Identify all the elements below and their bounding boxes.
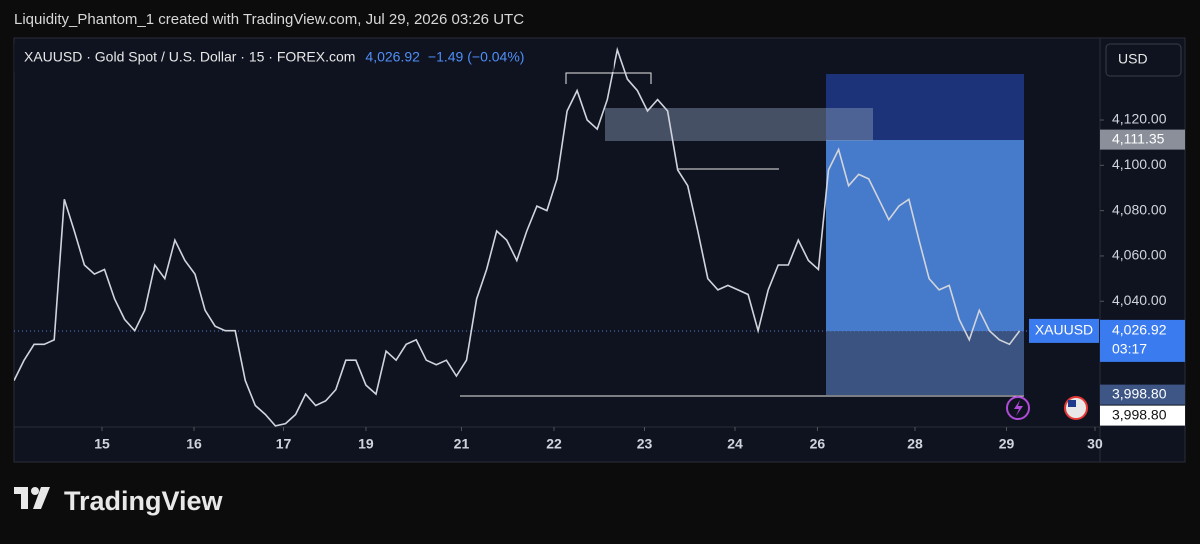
currency[interactable]: USD	[1118, 51, 1148, 67]
legend-backdrop	[14, 44, 614, 72]
x-tick-label: 29	[999, 436, 1015, 452]
price-label: 4,111.35	[1112, 130, 1165, 146]
y-tick-label: 4,100.00	[1112, 156, 1167, 172]
last-price-label: 4,026.92	[1112, 322, 1167, 338]
x-tick-label: 24	[727, 436, 743, 452]
series-layer: 4,040.00 4,060.00 4,080.00 4,100.00 4,120.00…	[14, 46, 1185, 452]
x-tick-label: 30	[1087, 436, 1103, 452]
range-marker	[565, 72, 652, 84]
x-tick-label: 23	[637, 436, 653, 452]
drawings	[14, 72, 1100, 397]
lightning-icon	[1014, 400, 1023, 416]
price-line	[14, 46, 1021, 427]
price-label-box	[1100, 405, 1185, 426]
price-label-box	[1100, 129, 1185, 150]
brand: TradingView	[64, 486, 224, 516]
attribution: Liquidity_Phantom_1 created with Trading…	[14, 11, 524, 28]
x-tick-label: 22	[546, 436, 562, 452]
event-icon[interactable]	[1006, 396, 1030, 420]
last-price-box	[1100, 319, 1185, 362]
countdown: 03:17	[1112, 341, 1147, 357]
y-tick-label: 4,080.00	[1112, 201, 1167, 217]
x-tick-label: 19	[358, 436, 374, 452]
legend-change: −1.49 (−0.04%)	[428, 49, 525, 65]
x-tick-label: 21	[454, 436, 470, 452]
price-label: 3,998.80	[1112, 385, 1167, 401]
entry-zone	[826, 331, 1024, 395]
y-tick-label: 4,060.00	[1112, 247, 1167, 263]
y-tick-label: 4,040.00	[1112, 292, 1167, 308]
symbol-box	[1029, 318, 1099, 343]
y-tick-label: 4,120.00	[1112, 111, 1167, 127]
flag-canton	[1068, 400, 1076, 407]
x-tick-label: 17	[276, 436, 292, 452]
profit-zone	[826, 140, 1024, 331]
target-zone	[826, 74, 1024, 140]
price-label: 3,998.80	[1112, 406, 1167, 422]
x-tick-label: 15	[94, 436, 110, 452]
supply-zone	[605, 108, 873, 141]
x-tick-label: 26	[810, 436, 826, 452]
legend-price: 4,026.92	[365, 49, 420, 65]
price-label-box	[1100, 384, 1185, 405]
currency-button[interactable]	[1105, 43, 1182, 77]
symbol-label: XAUUSD	[1035, 322, 1093, 338]
chart-title: XAUUSD · Gold Spot / U.S. Dollar · 15 · …	[24, 49, 355, 65]
x-tick-label: 28	[907, 436, 923, 452]
x-tick-label: 16	[186, 436, 202, 452]
brand-logo	[14, 487, 50, 509]
